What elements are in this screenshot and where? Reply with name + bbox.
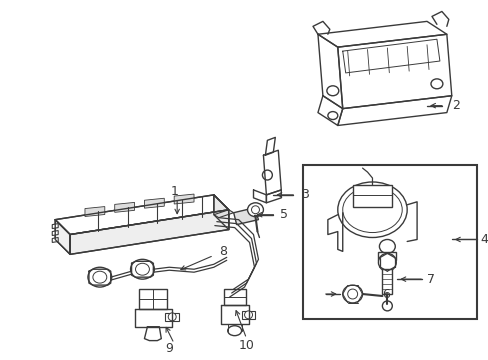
Ellipse shape [130, 259, 154, 279]
Text: 10: 10 [238, 339, 254, 352]
Polygon shape [115, 202, 134, 212]
Text: 2: 2 [451, 99, 459, 112]
Ellipse shape [168, 313, 176, 321]
Ellipse shape [327, 112, 337, 120]
Polygon shape [70, 210, 228, 255]
Text: 4: 4 [480, 233, 488, 246]
Text: 3: 3 [301, 188, 308, 201]
Ellipse shape [227, 326, 241, 336]
Bar [303, 165, 476, 319]
Polygon shape [144, 198, 164, 208]
Ellipse shape [244, 311, 252, 319]
Ellipse shape [378, 253, 395, 271]
Text: 6: 6 [382, 288, 389, 301]
Ellipse shape [342, 187, 402, 233]
Polygon shape [213, 210, 233, 218]
Polygon shape [52, 238, 58, 243]
Ellipse shape [251, 206, 259, 214]
Ellipse shape [262, 170, 272, 180]
Text: 1: 1 [170, 185, 178, 198]
Ellipse shape [430, 79, 442, 89]
Text: 5: 5 [280, 208, 288, 221]
Ellipse shape [88, 267, 111, 287]
Ellipse shape [382, 301, 391, 311]
Text: 9: 9 [165, 342, 173, 355]
Ellipse shape [247, 203, 263, 217]
Polygon shape [174, 194, 194, 204]
Bar [378, 252, 395, 260]
Bar [352, 185, 391, 207]
Bar [382, 269, 391, 294]
Polygon shape [213, 195, 228, 230]
Bar [224, 289, 245, 305]
Bar [241, 311, 255, 319]
Ellipse shape [337, 182, 407, 238]
Polygon shape [52, 230, 58, 235]
Polygon shape [52, 224, 58, 229]
Text: 7: 7 [426, 273, 434, 285]
Polygon shape [55, 195, 228, 234]
Ellipse shape [326, 86, 338, 96]
Ellipse shape [135, 263, 149, 275]
Polygon shape [233, 208, 258, 225]
Ellipse shape [342, 285, 362, 303]
Ellipse shape [93, 271, 106, 283]
Polygon shape [55, 220, 70, 255]
Bar [139, 289, 167, 309]
Ellipse shape [347, 289, 357, 299]
Bar [165, 313, 179, 321]
Ellipse shape [379, 239, 394, 253]
Polygon shape [85, 207, 104, 216]
Text: 8: 8 [218, 245, 226, 258]
